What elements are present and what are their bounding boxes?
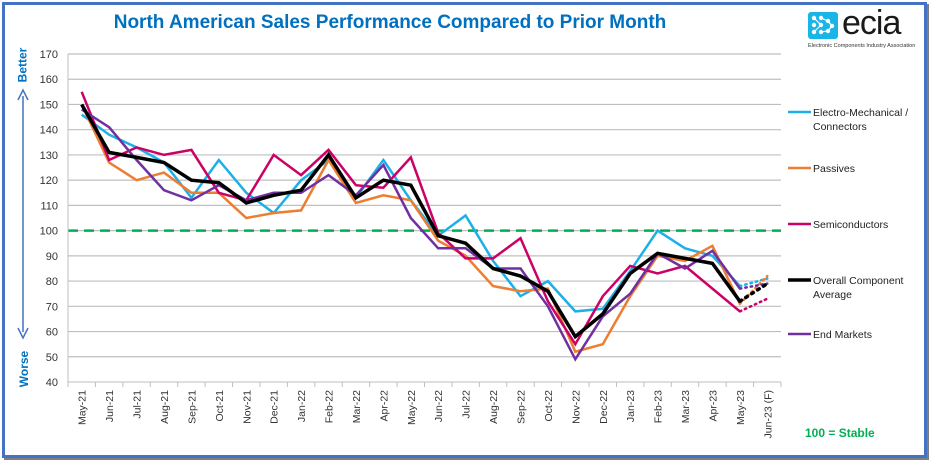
x-tick-label: Dec-22 bbox=[598, 390, 610, 424]
x-tick-label: Dec-21 bbox=[269, 390, 281, 424]
x-tick-label: Mar-22 bbox=[351, 390, 363, 423]
y-tick-label: 120 bbox=[40, 175, 58, 187]
ecia-logo: ecia Electronic Components Industry Asso… bbox=[808, 4, 918, 56]
x-tick-label: Oct-22 bbox=[543, 390, 555, 422]
y-tick-label: 90 bbox=[46, 251, 58, 263]
x-tick-label: Apr-23 bbox=[707, 390, 719, 422]
series-line-overall-component-average bbox=[80, 103, 742, 340]
series-line-end-markets bbox=[81, 108, 741, 362]
x-tick-label: Jan-22 bbox=[296, 390, 308, 422]
worse-label: Worse bbox=[17, 350, 32, 388]
x-tick-label: May-22 bbox=[406, 390, 418, 425]
x-tick-label: Nov-21 bbox=[241, 390, 253, 424]
legend-label: Semiconductors bbox=[813, 219, 888, 231]
x-tick-label: Jan-23 bbox=[625, 390, 637, 422]
legend-item: Semiconductors bbox=[788, 219, 888, 231]
y-tick-label: 170 bbox=[40, 49, 58, 61]
forecast-line bbox=[738, 282, 769, 290]
better-label: Better bbox=[15, 47, 30, 83]
x-tick-label: Aug-22 bbox=[488, 390, 500, 424]
legend-label: Passives bbox=[813, 163, 855, 175]
stable-note: 100 = Stable bbox=[805, 426, 875, 440]
y-tick-label: 40 bbox=[46, 377, 58, 389]
y-tick-label: 110 bbox=[40, 200, 58, 212]
y-tick-label: 70 bbox=[46, 301, 58, 313]
x-tick-label: Sep-21 bbox=[186, 390, 198, 424]
ecia-logo-subtitle: Electronic Components Industry Associati… bbox=[808, 43, 916, 49]
legend-label: Overall Component bbox=[813, 275, 904, 287]
y-tick-label: 60 bbox=[46, 327, 58, 339]
x-tick-label: May-23 bbox=[735, 390, 747, 425]
legend-item: Overall Component Average bbox=[788, 275, 904, 301]
forecast-line bbox=[738, 281, 770, 304]
series-line-passives bbox=[80, 103, 742, 354]
y-tick-label: 150 bbox=[40, 99, 58, 111]
legend-item: Passives bbox=[788, 163, 855, 175]
legend-label: Average bbox=[813, 289, 852, 301]
y-tick-label: 160 bbox=[40, 74, 58, 86]
y-tick-label: 140 bbox=[40, 125, 58, 137]
legend-item: Electro-Mechanical / Connectors bbox=[788, 107, 908, 133]
ecia-logo-text: ecia bbox=[842, 4, 901, 42]
forecast-line bbox=[738, 274, 769, 306]
x-tick-label: May-21 bbox=[77, 390, 89, 425]
x-tick-label: Oct-21 bbox=[214, 390, 226, 422]
x-tick-label: Nov-22 bbox=[570, 390, 582, 424]
x-tick-label: Jul-21 bbox=[132, 390, 144, 419]
y-tick-label: 130 bbox=[40, 150, 58, 162]
up-arrow-icon bbox=[17, 88, 29, 101]
chart-title: North American Sales Performance Compare… bbox=[113, 12, 667, 33]
x-tick-label: Jul-22 bbox=[461, 390, 473, 419]
down-arrow-icon bbox=[17, 327, 29, 340]
x-tick-label: Feb-23 bbox=[653, 390, 665, 423]
ecia-logo-icon bbox=[808, 12, 838, 39]
legend-label: Connectors bbox=[813, 121, 867, 133]
y-tick-label: 80 bbox=[46, 276, 58, 288]
legend-item: End Markets bbox=[788, 329, 872, 341]
x-tick-label: Mar-23 bbox=[680, 390, 692, 423]
x-tick-label: Aug-21 bbox=[159, 390, 171, 424]
forecast-line bbox=[738, 297, 769, 313]
legend-label: Electro-Mechanical / bbox=[813, 107, 908, 119]
legend-label: End Markets bbox=[813, 329, 872, 341]
y-tick-label: 100 bbox=[40, 226, 58, 238]
x-tick-label: Jun-23 (F) bbox=[762, 390, 774, 438]
y-tick-label: 50 bbox=[46, 352, 58, 364]
x-tick-label: Jun-22 bbox=[433, 390, 445, 422]
x-tick-label: Apr-22 bbox=[378, 390, 390, 422]
x-tick-label: Jun-21 bbox=[104, 390, 116, 422]
series-line-semiconductors bbox=[80, 91, 741, 347]
x-tick-label: Sep-22 bbox=[515, 390, 527, 424]
x-tick-label: Feb-22 bbox=[324, 390, 336, 423]
